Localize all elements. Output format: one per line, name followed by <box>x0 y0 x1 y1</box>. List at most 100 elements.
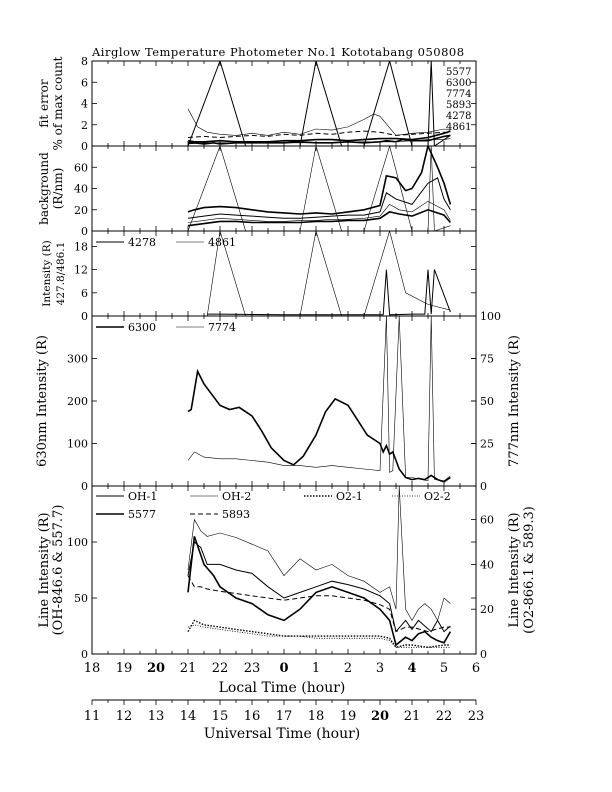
y-tick-label: 20 <box>74 204 88 217</box>
y-right-axis-label: 777nm Intensity (R) <box>507 335 522 467</box>
local-tick-label: 2 <box>344 661 352 676</box>
series-line-5893 <box>187 130 451 139</box>
legend-o21-label: O2-1 <box>336 490 363 503</box>
y-tick-label: 100 <box>67 536 88 549</box>
series-line-7774 <box>187 316 451 482</box>
ut-tick-label: 16 <box>244 709 261 724</box>
y-axis-label: (R/nm) <box>51 168 65 210</box>
y-tick-label: 0 <box>81 480 88 493</box>
local-tick-label: 20 <box>147 661 165 676</box>
y-right-tick-label: 50 <box>480 395 494 408</box>
series-line-O2-2 <box>187 624 451 648</box>
local-tick-label: 21 <box>180 661 197 676</box>
legend-5577-label: 5577 <box>128 508 156 521</box>
y-tick-label: 50 <box>74 592 88 605</box>
y-axis-label: Intensity (R) <box>41 240 53 306</box>
y-right-tick-label: 20 <box>480 603 494 616</box>
series-group <box>206 231 451 316</box>
ut-tick-label: 14 <box>180 709 197 724</box>
y-tick-label: 6 <box>81 76 88 89</box>
series-line-4861 <box>206 231 451 316</box>
panel-fit-error: 0 2 4 6 8 fit error% of max count <box>37 55 477 153</box>
y-right-axis-label: (O2-866.1 & 589.3) <box>522 506 537 634</box>
series-line-4861 <box>187 138 451 145</box>
universal-time-axis-label: Universal Time (hour) <box>204 726 361 742</box>
series-line-6300 <box>187 130 451 143</box>
legend-4861-label: 4861 <box>208 236 236 249</box>
legend-6300-label: 6300 <box>128 321 156 334</box>
legend-fit-4278: 4278 <box>446 111 471 122</box>
y-tick-label: 200 <box>67 395 88 408</box>
ut-tick-label: 19 <box>340 709 357 724</box>
legend-7774-label: 7774 <box>208 321 236 334</box>
ut-tick-label: 22 <box>436 709 453 724</box>
panel-background: 0 20 40 60 background (R/nm) <box>37 145 477 238</box>
y-axis-label: (OH-846.6 & 557.7) <box>51 505 66 636</box>
y-axis-label: Line Intensity (R) <box>37 512 52 627</box>
local-tick-label: 0 <box>279 661 288 676</box>
local-tick-label: 5 <box>440 661 448 676</box>
legend-fit-7774: 7774 <box>446 89 471 100</box>
local-tick-label: 23 <box>244 661 261 676</box>
y-tick-label: 12 <box>74 264 88 277</box>
y-right-axis-label: Line Intensity (R) <box>507 512 522 627</box>
series-line-5577 <box>187 536 452 647</box>
y-tick-label: 60 <box>74 161 88 174</box>
series-group <box>187 486 452 649</box>
legend-fit-5577: 5577 <box>446 67 471 78</box>
y-tick-label: 300 <box>67 353 88 366</box>
panel-red-line: 0 100 200 300 0 25 50 75 100 630nm Intensity (R) 7… <box>35 310 522 493</box>
y-right-tick-label: 40 <box>480 558 494 571</box>
series-line-bg-0 <box>187 146 452 215</box>
y-tick-label: 0 <box>81 140 88 153</box>
series-group <box>187 61 451 146</box>
series-line-OH-1 <box>187 541 451 633</box>
series-line-OH-2 <box>187 486 451 622</box>
legend-fit-4861: 4861 <box>446 122 471 133</box>
ut-tick-label: 13 <box>148 709 165 724</box>
legend-4278-label: 4278 <box>128 236 156 249</box>
local-tick-label: 1 <box>312 661 320 676</box>
series-line-O2-1 <box>187 619 451 649</box>
y-tick-label: 6 <box>81 287 88 300</box>
local-time-axis-label: Local Time (hour) <box>219 680 346 696</box>
panel-blue-lines: 0 6 12 18 Intensity (R) 427.8/486.1 <box>41 230 477 323</box>
series-line-bg-1 <box>187 177 451 219</box>
y-axis-label: 630nm Intensity (R) <box>35 335 50 467</box>
series-line-5893 <box>187 575 451 633</box>
y-axis-label: 427.8/486.1 <box>55 242 67 306</box>
legend-5893-label: 5893 <box>222 508 250 521</box>
series-line-bg-4 <box>187 146 451 231</box>
series-group <box>187 146 452 231</box>
y-right-tick-label: 25 <box>480 438 494 451</box>
ut-tick-label: 18 <box>308 709 325 724</box>
ut-tick-label: 15 <box>212 709 229 724</box>
legend-oh2-label: OH-2 <box>222 490 251 503</box>
y-tick-label: 0 <box>81 225 88 238</box>
series-line-bg-3 <box>187 208 452 227</box>
y-tick-label: 100 <box>67 438 88 451</box>
series-line-bg-2 <box>187 200 451 223</box>
ut-tick-label: 12 <box>116 709 133 724</box>
local-time-axis: Local Time (hour) 18 19 20 21 22 23 0 1 2 3 4 5 6 <box>84 661 480 696</box>
y-right-tick-label: 100 <box>480 310 501 323</box>
y-tick-label: 4 <box>81 98 88 111</box>
y-tick-label: 0 <box>81 648 88 661</box>
y-right-tick-label: 0 <box>480 480 487 493</box>
ut-tick-label: 20 <box>371 709 389 724</box>
series-line-6300 <box>187 368 451 483</box>
local-tick-label: 6 <box>472 661 480 676</box>
figure-title: Airglow Temperature Photometer No.1 Koto… <box>91 45 465 59</box>
legend-o22-label: O2-2 <box>424 490 451 503</box>
ut-tick-label: 17 <box>276 709 293 724</box>
y-right-tick-label: 75 <box>480 353 494 366</box>
local-tick-label: 19 <box>116 661 133 676</box>
y-tick-label: 8 <box>81 55 88 68</box>
y-tick-label: 0 <box>81 310 88 323</box>
legend-fit-5893: 5893 <box>446 100 471 111</box>
ut-tick-label: 11 <box>84 709 101 724</box>
local-tick-label: 18 <box>84 661 101 676</box>
